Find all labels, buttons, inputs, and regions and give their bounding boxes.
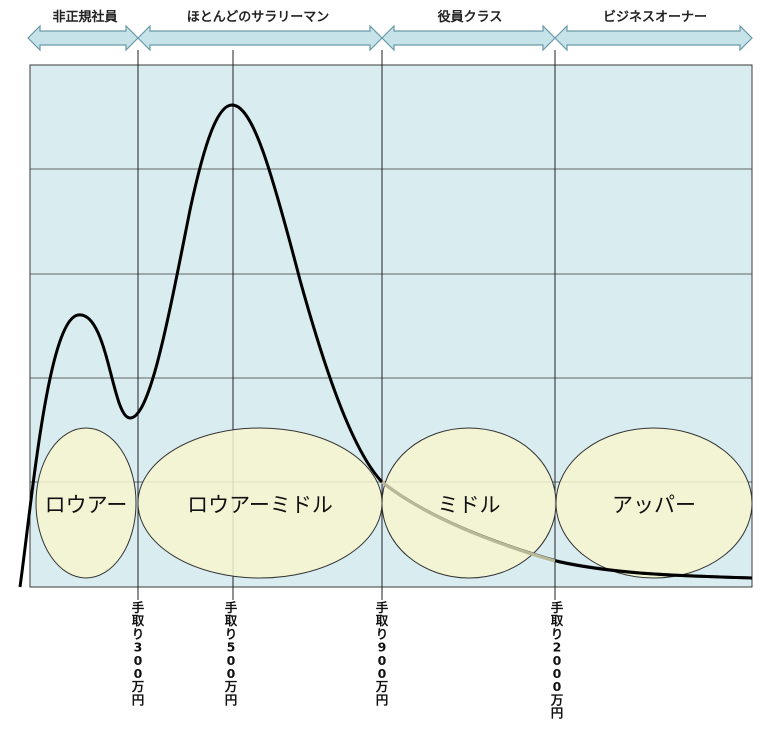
- band-arrow-salaryman: [137, 24, 383, 52]
- band-arrow-executive: [381, 24, 556, 52]
- income-marker-labels: 手取り 3 0 0 万円 手取り 5 0 0 万円 手取り 9 0 0 万円 手取り 2 0 0 0 万円: [131, 600, 564, 721]
- curve-faded-segment-2: [556, 559, 753, 580]
- class-label-lower-middle: ロウアーミドル: [187, 493, 333, 517]
- band-label-non-regular: 非正規社員: [52, 9, 117, 25]
- band-arrow-non-regular: [27, 24, 139, 52]
- band-label-executive: 役員クラス: [438, 9, 503, 25]
- income-marker-label-1: 手取り 5 0 0 万円: [224, 600, 238, 707]
- curve-faded-segment: [381, 480, 556, 563]
- band-label-salaryman: ほとんどのサラリーマン: [187, 10, 330, 25]
- income-marker-label-3: 手取り 2 0 0 0 万円: [550, 600, 564, 721]
- class-label-middle: ミドル: [438, 493, 501, 517]
- class-ellipses: [35, 427, 753, 579]
- band-arrows: [27, 24, 753, 52]
- band-labels: 非正規社員 ほとんどのサラリーマン 役員クラス ビジネスオーナー: [52, 9, 707, 25]
- class-label-lower: ロウアー: [45, 493, 128, 517]
- class-label-upper: アッパー: [612, 493, 696, 517]
- band-arrow-owner: [554, 24, 753, 52]
- class-labels: ロウアー ロウアーミドル ミドル アッパー: [45, 493, 696, 517]
- income-marker-label-0: 手取り 3 0 0 万円: [131, 600, 145, 707]
- income-marker-label-2: 手取り 9 0 0 万円: [375, 600, 389, 707]
- band-label-owner: ビジネスオーナー: [603, 9, 707, 25]
- ellipse-upper: [555, 427, 753, 579]
- ellipse-lower: [35, 427, 137, 579]
